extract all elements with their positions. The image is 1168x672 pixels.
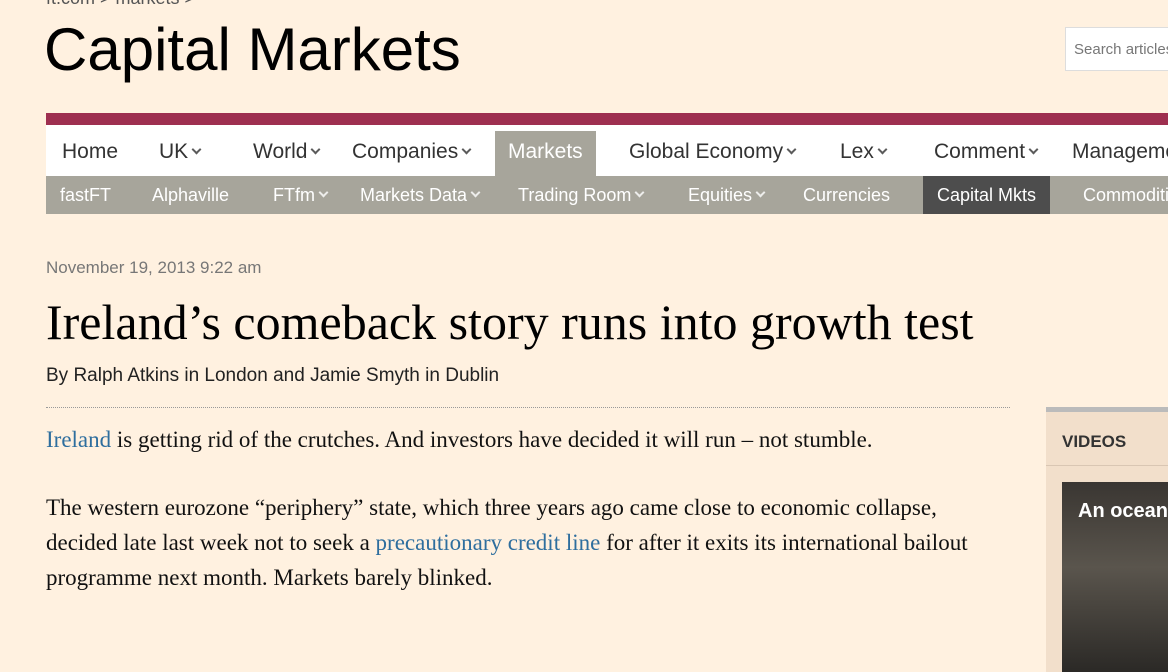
article-body: Ireland is getting rid of the crutches. … [46, 422, 996, 628]
sub-nav: fastFT Alphaville FTfm Markets Data Trading … [46, 176, 1168, 214]
divider [1046, 465, 1168, 466]
video-thumbnail[interactable]: An ocean [1062, 482, 1168, 672]
paragraph: The western eurozone “periphery” state, … [46, 490, 996, 595]
nav-item[interactable]: Management [1072, 140, 1168, 163]
search-box[interactable]: Search articles [1065, 27, 1168, 71]
header-bar [46, 113, 1168, 125]
article-date: November 19, 2013 9:22 am [46, 258, 262, 277]
sub-nav-item[interactable]: Commodities [1083, 185, 1168, 205]
nav-item[interactable]: UK [146, 131, 213, 176]
sub-nav-item[interactable]: Currencies [803, 185, 891, 205]
nav-item[interactable]: Comment [921, 131, 1050, 176]
sub-nav-item[interactable]: Alphaville [152, 185, 230, 205]
paragraph: Ireland is getting rid of the crutches. … [46, 422, 996, 457]
nav-item[interactable]: World [240, 131, 332, 176]
nav-item[interactable]: Home [62, 140, 119, 163]
sidebar-heading: VIDEOS [1062, 432, 1127, 451]
breadcrumb[interactable]: ft.com > markets > [46, 0, 195, 9]
text: for after it exits its international bai… [46, 530, 968, 590]
text: is getting rid of the crutches. And inve… [111, 427, 873, 452]
sub-nav-item[interactable]: Markets Data [346, 176, 493, 214]
section-title: Capital Markets [44, 16, 461, 83]
nav-item[interactable]: Markets [495, 131, 596, 176]
sub-nav-item[interactable]: Equities [674, 176, 778, 214]
article-link[interactable]: Ireland [46, 427, 112, 452]
sub-nav-item[interactable]: FTfm [259, 176, 341, 214]
main-nav: Home UK World Companies Markets Global Econom… [46, 125, 1168, 176]
nav-item[interactable]: Global Economy [616, 131, 808, 176]
text: The western eurozone “periphery” state, … [46, 495, 937, 555]
video-title[interactable]: An ocean [1078, 500, 1168, 522]
headline: Ireland’s comeback story runs into growt… [46, 294, 974, 350]
article-link[interactable]: precautionary credit line [375, 530, 601, 555]
sub-nav-item[interactable]: Trading Room [504, 176, 657, 214]
nav-item[interactable]: Lex [827, 131, 899, 176]
page: ft.com > markets > Capital Markets Searc… [0, 0, 1168, 656]
sidebar: VIDEOS An ocean [1046, 407, 1168, 672]
sub-nav-item[interactable]: Capital Mkts [923, 176, 1051, 214]
sub-nav-item[interactable]: fastFT [60, 185, 112, 205]
nav-item[interactable]: Companies [339, 131, 483, 176]
divider [46, 407, 1010, 408]
byline: By Ralph Atkins in London and Jamie Smyt… [46, 365, 500, 386]
